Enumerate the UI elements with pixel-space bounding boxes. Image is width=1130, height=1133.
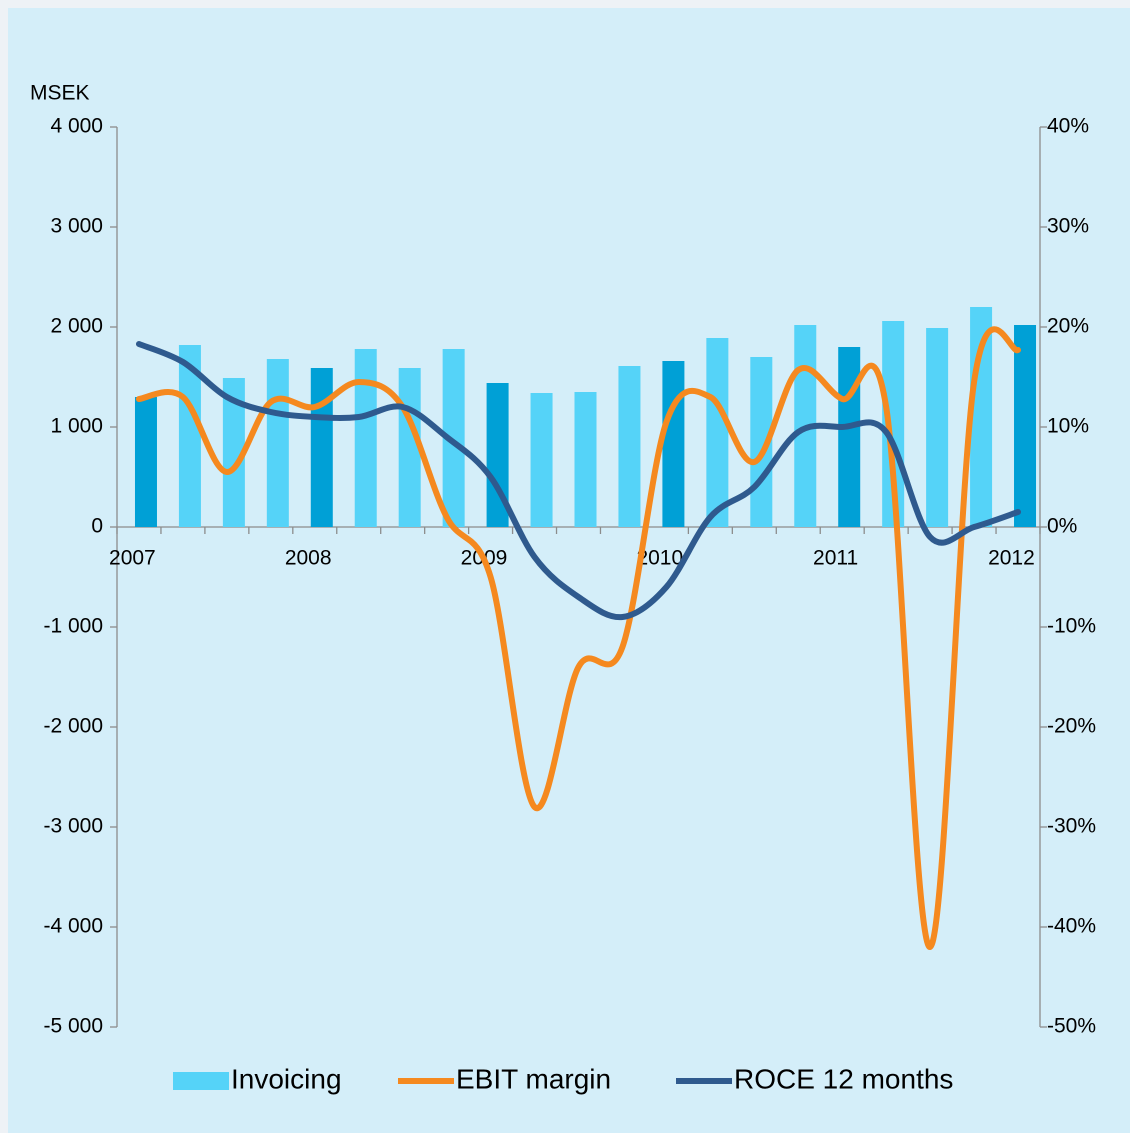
y-axis-label: MSEK [30,82,90,105]
y-tick-label: 2 000 [50,315,103,338]
y2-tick-label: 30% [1047,215,1089,238]
bar [574,392,597,527]
bar [1014,325,1037,527]
x-tick-label: 2011 [813,547,858,570]
y-tick-label: -4 000 [43,915,103,938]
legend-swatch [173,1072,229,1090]
legend-label: ROCE 12 months [734,1063,953,1094]
bar [486,383,509,527]
y-tick-label: 1 000 [50,415,103,438]
bar [926,328,949,527]
x-tick-label: 2012 [988,547,1035,570]
legend-label: Invoicing [231,1063,342,1094]
bar [222,378,245,527]
y-tick-label: -2 000 [43,715,103,738]
y2-tick-label: -50% [1047,1015,1096,1038]
bar [442,349,465,527]
x-tick-label: 2007 [109,547,156,570]
bar [178,345,201,527]
y-tick-label: 3 000 [50,215,103,238]
bar [134,397,157,527]
x-tick-label: 2008 [285,547,332,570]
bar [706,338,729,527]
y2-tick-label: -40% [1047,915,1096,938]
y2-tick-label: 40% [1047,115,1089,138]
bar [530,393,553,527]
line [135,326,1022,951]
y2-tick-label: -20% [1047,715,1096,738]
y2-tick-label: 20% [1047,315,1089,338]
bar [310,368,333,527]
x-tick-label: 2010 [636,547,683,570]
bar [838,347,861,527]
y-tick-label: 0 [91,515,103,538]
chart-background [8,8,1130,1133]
y2-tick-label: 10% [1047,415,1089,438]
y2-tick-label: -10% [1047,615,1096,638]
bar [354,349,377,527]
y-tick-label: 4 000 [50,115,103,138]
y-tick-label: -3 000 [43,815,103,838]
line [135,341,1022,621]
bar [266,359,289,527]
y-tick-label: -1 000 [43,615,103,638]
bar [662,361,685,527]
bar [618,366,641,527]
y-tick-label: -5 000 [43,1015,103,1038]
y2-tick-label: -30% [1047,815,1096,838]
legend-label: EBIT margin [456,1063,611,1094]
y2-tick-label: 0% [1047,515,1077,538]
bar [882,321,905,527]
